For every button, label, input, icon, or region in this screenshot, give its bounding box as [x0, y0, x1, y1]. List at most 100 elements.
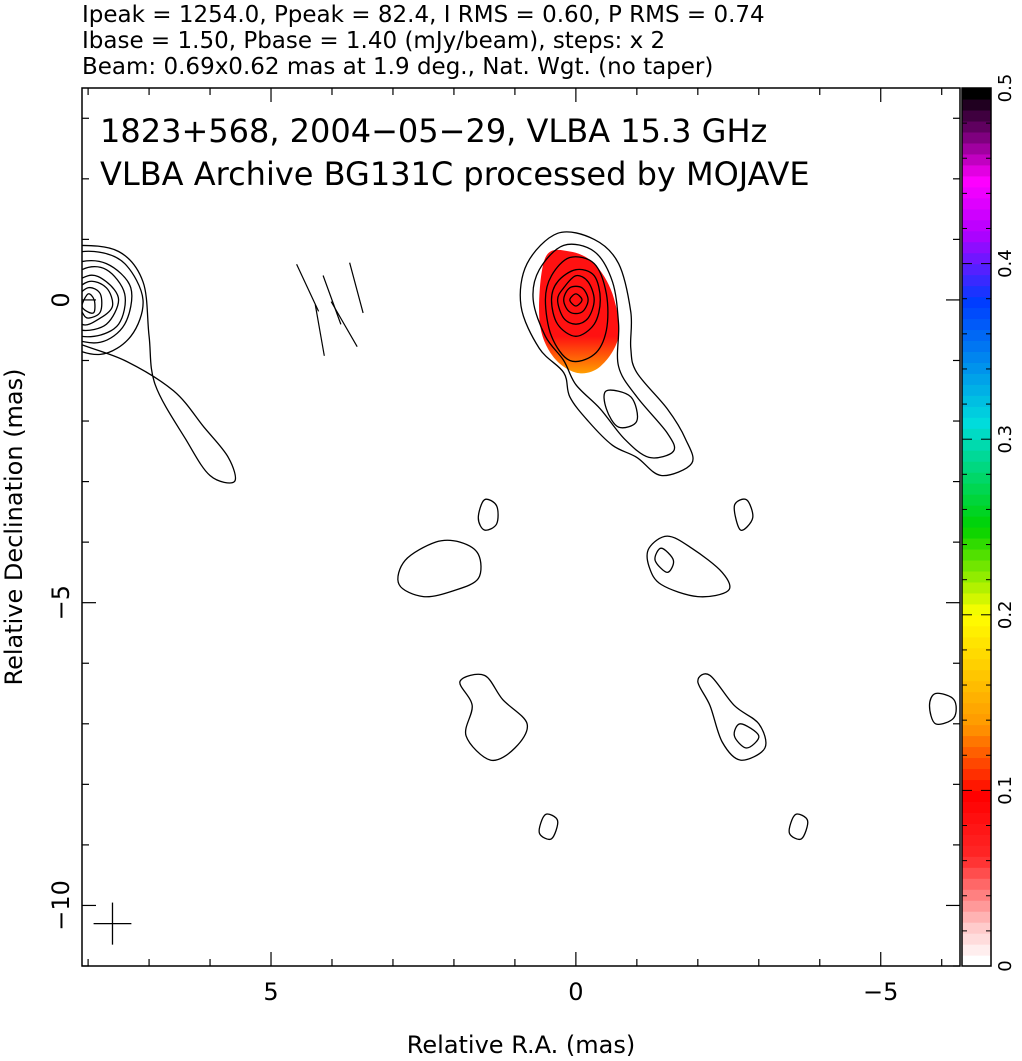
colorbar-step: [962, 570, 991, 583]
colorbar-step: [962, 340, 991, 352]
faint-contour: [397, 539, 482, 598]
colorbar-step: [962, 581, 991, 594]
colorbar-step: [962, 746, 991, 759]
colorbar-tick-label: 0.5: [995, 74, 1016, 103]
y-tick-label: −10: [47, 880, 75, 931]
colorbar-step: [962, 131, 991, 144]
colorbar-step: [962, 88, 991, 100]
colorbar-step: [962, 658, 991, 671]
colorbar-step: [962, 461, 991, 473]
colorbar-step: [962, 625, 991, 638]
colorbar-step: [962, 230, 991, 243]
axis-ticks: [82, 88, 960, 967]
intensity-contour: [82, 280, 114, 326]
y-tick-label: 0: [47, 292, 75, 307]
intensity-contour: [603, 389, 639, 429]
evpa-vector: [314, 304, 325, 356]
colorbar-step: [962, 944, 991, 956]
colorbar-step: [962, 955, 991, 967]
intensity-contour: [544, 256, 609, 363]
colorbar-step: [962, 263, 991, 276]
colorbar-step: [962, 120, 991, 133]
colorbar-tick-label: 0: [995, 960, 1016, 971]
colorbar-step: [962, 856, 991, 868]
intensity-contour: [82, 286, 103, 319]
axis-tick-labels: 5 0 −5 0 −5 −10: [47, 292, 898, 1006]
colorbar-frame: [961, 87, 992, 967]
colorbar-step: [962, 373, 991, 385]
colorbar-step: [962, 219, 991, 232]
colorbar-step: [962, 614, 991, 627]
colorbar-tick-label: 0.3: [995, 425, 1016, 454]
header-line-2: Ibase = 1.50, Pbase = 1.40 (mJy/beam), s…: [82, 28, 665, 54]
faint-contour: [654, 547, 675, 574]
colorbar-step: [962, 823, 991, 835]
faint-contour: [733, 723, 760, 749]
colorbar-step: [962, 900, 991, 912]
y-tick-label: −5: [47, 585, 75, 620]
intensity-contour: [82, 274, 120, 332]
colorbar-step: [962, 559, 991, 572]
intensity-contour: [532, 243, 676, 459]
evpa-vectors: [296, 262, 364, 356]
colorbar-step: [962, 647, 991, 660]
colorbar-step: [962, 845, 991, 857]
colorbar-step: [962, 680, 991, 693]
colorbar-step: [962, 834, 991, 846]
colorbar-step: [962, 164, 991, 177]
colorbar-step: [962, 175, 991, 188]
colorbar-step: [962, 537, 991, 550]
colorbar-step: [962, 505, 991, 517]
contour-layer: [82, 231, 957, 840]
colorbar-step: [962, 768, 991, 781]
colorbar-step: [962, 516, 991, 528]
evpa-vector: [349, 262, 364, 314]
colorbar-step: [962, 274, 991, 287]
header-line-3: Beam: 0.69x0.62 mas at 1.9 deg., Nat. Wg…: [82, 54, 713, 80]
colorbar-step: [962, 878, 991, 890]
faint-contour: [733, 498, 754, 531]
faint-contour: [697, 673, 767, 761]
colorbar-step: [962, 527, 991, 539]
colorbar-step: [962, 406, 991, 418]
colorbar-step: [962, 483, 991, 495]
intensity-contour: [82, 250, 144, 356]
colorbar-step: [962, 922, 991, 934]
faint-contour: [928, 692, 957, 725]
x-tick-label: −5: [863, 978, 898, 1006]
evpa-vector: [322, 275, 342, 325]
colorbar-tick-label: 0.4: [995, 249, 1016, 278]
beam-marker: [93, 902, 132, 945]
colorbar-step: [962, 395, 991, 407]
intensity-contour: [82, 293, 96, 314]
x-tick-label: 0: [568, 978, 583, 1006]
colorbar-step: [962, 362, 991, 374]
archive-annotation: VLBA Archive BG131C processed by MOJAVE: [100, 155, 810, 193]
colorbar-step: [962, 691, 991, 704]
x-tick-label: 5: [263, 978, 278, 1006]
colorbar-step: [962, 428, 991, 440]
colorbar-step: [962, 548, 991, 561]
colorbar-step: [962, 812, 991, 824]
colorbar-step: [962, 889, 991, 901]
evpa-vector: [296, 264, 320, 312]
colorbar-tick-label: 0.1: [995, 776, 1016, 805]
colorbar-step: [962, 636, 991, 649]
colorbar-step: [962, 285, 991, 298]
header-line-1: Ipeak = 1254.0, Ppeak = 82.4, I RMS = 0.…: [82, 2, 765, 28]
intensity-contour: [82, 259, 133, 344]
colorbar-step: [962, 241, 991, 254]
colorbar-step: [962, 790, 991, 802]
colorbar-step: [962, 779, 991, 791]
colorbar: [961, 87, 992, 967]
colorbar-step: [962, 713, 991, 726]
intensity-contour: [550, 268, 601, 337]
colorbar-tick-label: 0.2: [995, 600, 1016, 629]
colorbar-step: [962, 439, 991, 451]
intensity-contour: [556, 274, 595, 325]
colorbar-step: [962, 98, 991, 111]
colorbar-step: [962, 318, 991, 331]
source-annotation: 1823+568, 2004−05−29, VLBA 15.3 GHz: [100, 112, 767, 150]
faint-contour: [788, 813, 809, 840]
intensity-contour: [82, 244, 237, 484]
